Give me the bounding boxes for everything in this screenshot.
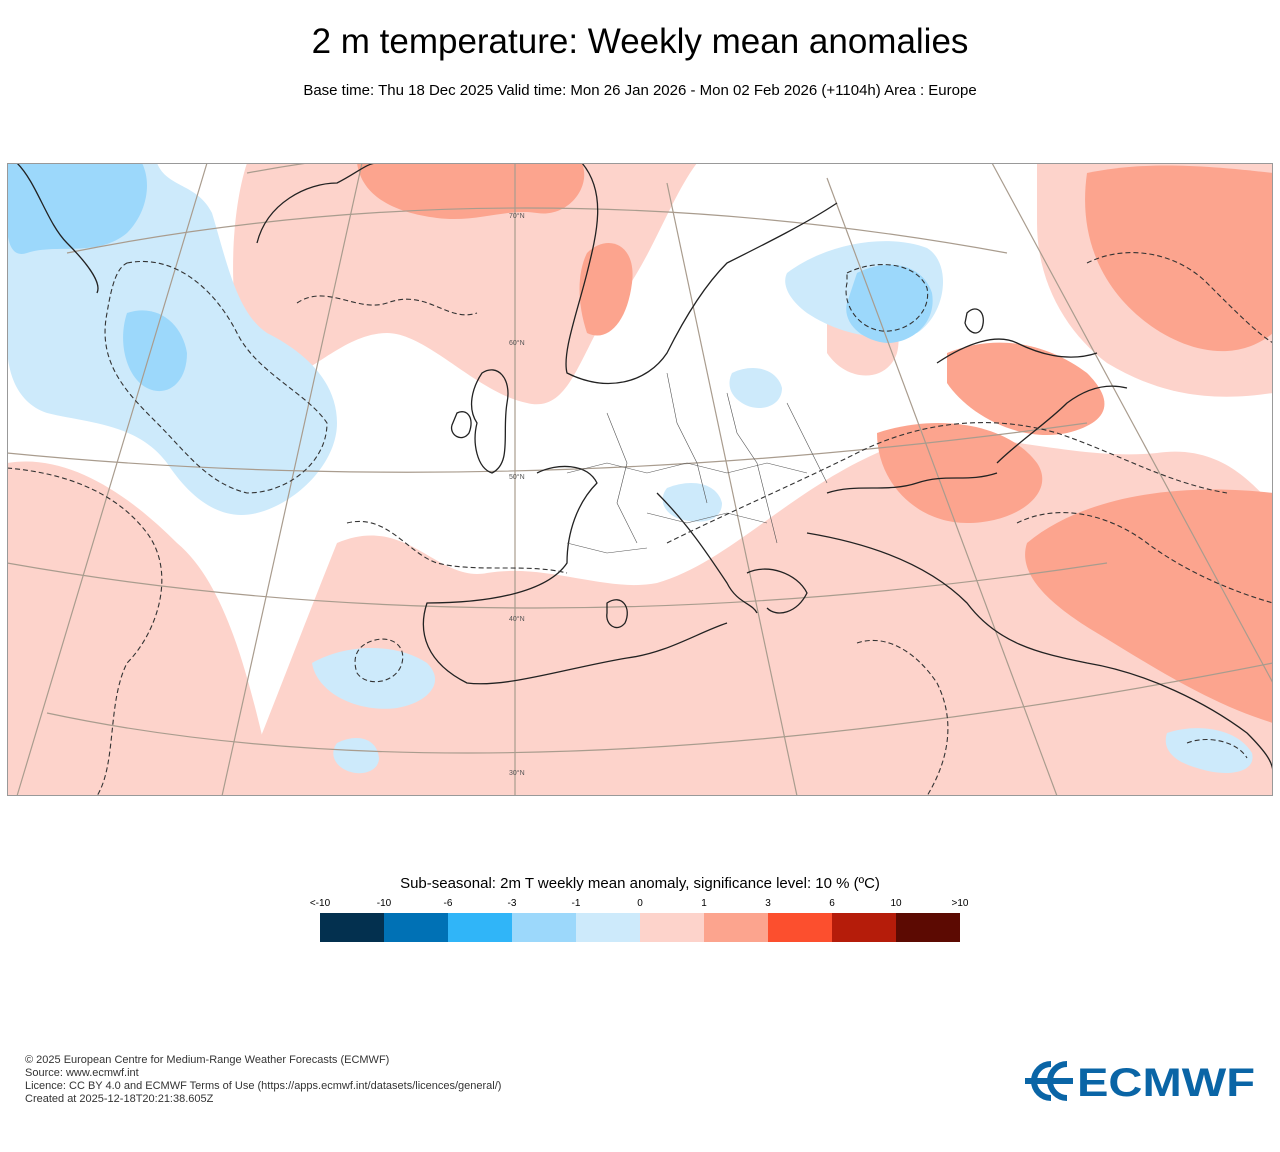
legend-swatch — [384, 913, 448, 942]
legend-tick-label: <-10 — [309, 898, 331, 909]
legend-swatch — [448, 913, 512, 942]
legend-labels: <-10 -10 -6 -3 -1 0 1 3 6 10 >10 — [310, 898, 969, 910]
europe-anomaly-map: 70°N 60°N 50°N 40°N 30°N — [7, 163, 1273, 796]
legend-tick-label: 0 — [637, 898, 643, 909]
legend-tick-label: -3 — [507, 898, 517, 909]
legend-title: Sub-seasonal: 2m T weekly mean anomaly, … — [400, 875, 880, 892]
chart-subtitle: Base time: Thu 18 Dec 2025 Valid time: M… — [303, 82, 977, 99]
significance-contours — [7, 252, 1273, 796]
country-borders — [566, 372, 828, 554]
coastlines — [16, 163, 1273, 774]
legend-swatch — [768, 913, 832, 942]
legend-colorbar — [320, 913, 960, 942]
strong-warm-anomaly-areas — [357, 163, 1273, 723]
footer-licence: Licence: CC BY 4.0 and ECMWF Terms of Us… — [25, 1080, 502, 1092]
legend-tick-label: -10 — [376, 898, 392, 909]
lat-label-70: 70°N — [509, 212, 525, 220]
legend-swatch — [512, 913, 576, 942]
legend-tick-label: 6 — [829, 898, 835, 909]
latitude-labels: 70°N 60°N 50°N 40°N 30°N — [509, 212, 525, 777]
map-frame — [7, 163, 1273, 796]
legend-swatch — [576, 913, 640, 942]
cold-anomaly-areas — [7, 163, 933, 392]
legend-tick-label: 10 — [890, 898, 902, 909]
lat-label-60: 60°N — [509, 339, 525, 347]
legend-tick-label: >10 — [951, 898, 969, 909]
ecmwf-logo-mark — [1025, 1061, 1073, 1101]
ecmwf-logo: ECMWF — [1025, 1061, 1255, 1104]
legend-tick-label: -1 — [571, 898, 581, 909]
footer-source: Source: www.ecmwf.int — [25, 1067, 139, 1079]
footer: © 2025 European Centre for Medium-Range … — [25, 1054, 501, 1106]
lat-label-50: 50°N — [509, 473, 525, 481]
lat-label-40: 40°N — [509, 615, 525, 623]
legend-swatch — [704, 913, 768, 942]
legend-swatch — [896, 913, 960, 942]
legend-tick-label: -6 — [443, 898, 453, 909]
legend-tick-label: 3 — [765, 898, 771, 909]
graticule — [7, 163, 1273, 796]
lat-label-30: 30°N — [509, 769, 525, 777]
chart-title: 2 m temperature: Weekly mean anomalies — [311, 22, 969, 61]
legend-swatch — [320, 913, 384, 942]
legend-swatch — [640, 913, 704, 942]
legend-tick-label: 1 — [701, 898, 707, 909]
legend-swatch — [832, 913, 896, 942]
footer-created: Created at 2025-12-18T20:21:38.605Z — [25, 1093, 214, 1105]
footer-copyright: © 2025 European Centre for Medium-Range … — [25, 1054, 390, 1066]
ecmwf-logo-text: ECMWF — [1077, 1061, 1255, 1104]
